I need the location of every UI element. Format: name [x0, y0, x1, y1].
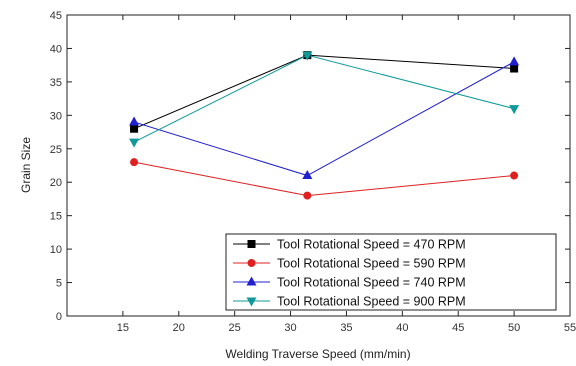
- data-point: [302, 170, 313, 180]
- data-point: [129, 138, 140, 148]
- y-tick-label: 45: [50, 10, 62, 22]
- x-tick-label: 40: [396, 322, 408, 334]
- x-tick-label: 45: [452, 322, 464, 334]
- legend: Tool Rotational Speed = 470 RPM Tool Rota…: [225, 233, 557, 311]
- x-tick-label: 15: [117, 322, 129, 334]
- data-point: [509, 56, 520, 66]
- plot-frame: [66, 14, 571, 317]
- legend-marker: [246, 276, 257, 286]
- x-tick-label: 25: [229, 322, 241, 334]
- x-tick-label: 20: [173, 322, 185, 334]
- legend-marker: [246, 297, 257, 307]
- data-point: [130, 124, 139, 133]
- series-line-3: [133, 61, 515, 177]
- legend-label: Tool Rotational Speed = 740 RPM: [277, 276, 466, 290]
- legend-marker: [247, 240, 256, 248]
- series-layer: [129, 51, 520, 200]
- series-line-2: [133, 161, 515, 197]
- y-tick-label: 15: [50, 211, 62, 223]
- data-point: [509, 105, 520, 115]
- y-tick-label: 0: [56, 311, 62, 323]
- data-point: [510, 171, 519, 180]
- legend-box: [225, 233, 557, 311]
- y-tick-label: 10: [50, 244, 62, 256]
- legend-label: Tool Rotational Speed = 470 RPM: [277, 238, 466, 252]
- data-point: [129, 116, 140, 126]
- x-tick-label: 55: [564, 322, 576, 334]
- y-tick-label: 20: [50, 177, 62, 189]
- x-tick-label: 50: [508, 322, 520, 334]
- data-point: [302, 51, 313, 61]
- series-line-1: [133, 54, 515, 130]
- data-point: [303, 191, 312, 200]
- y-tick-label: 35: [50, 77, 62, 89]
- y-tick-label: 30: [50, 110, 62, 122]
- x-tick-label: 35: [340, 322, 352, 334]
- data-point: [130, 158, 139, 167]
- series-line-4: [133, 54, 515, 143]
- axis-ticks: 15 20 25 30 35 40 45 50 55 0 5 10 15 20 25 30 35 40 45: [50, 10, 576, 334]
- y-tick-label: 40: [50, 43, 62, 55]
- y-tick-label: 5: [56, 278, 62, 290]
- y-axis-title: Grain Size: [19, 137, 33, 193]
- y-tick-label: 25: [50, 144, 62, 156]
- x-tick-label: 30: [284, 322, 296, 334]
- x-axis-title: Welding Traverse Speed (mm/min): [225, 347, 410, 361]
- data-point: [510, 64, 519, 73]
- legend-marker: [247, 259, 256, 267]
- legend-label: Tool Rotational Speed = 590 RPM: [277, 257, 466, 271]
- legend-label: Tool Rotational Speed = 900 RPM: [277, 295, 466, 309]
